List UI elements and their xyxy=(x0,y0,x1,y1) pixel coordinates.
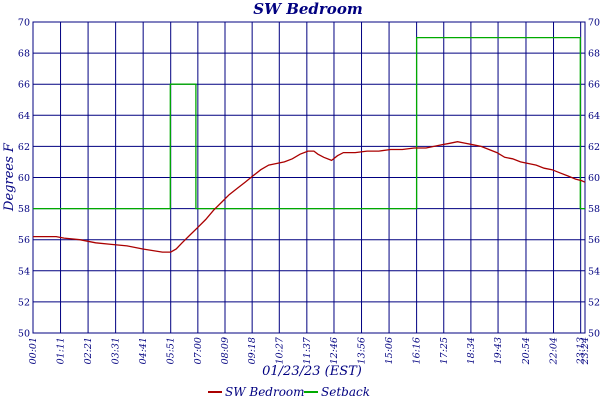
y-tick-label-right: 66 xyxy=(588,80,600,91)
x-tick-label: 01:11 xyxy=(56,337,67,364)
x-tick-label: 05:51 xyxy=(166,337,177,364)
y-tick-label-left: 50 xyxy=(18,329,30,340)
y-tick-label-left: 70 xyxy=(18,18,30,29)
y-tick-label-right: 58 xyxy=(588,204,600,215)
y-tick-label-left: 56 xyxy=(18,235,30,246)
y-tick-label-right: 60 xyxy=(588,173,600,184)
x-tick-label: 15:06 xyxy=(384,337,395,364)
x-tick-label: 12:46 xyxy=(329,337,340,364)
y-tick-label-right: 54 xyxy=(588,266,600,277)
x-tick-label: 20:54 xyxy=(521,337,532,365)
x-tick-label: 03:31 xyxy=(111,337,122,364)
x-tick-label: 07:00 xyxy=(193,337,204,364)
legend: SW Bedroom Setback xyxy=(208,385,370,399)
legend-label-sw-bedroom: SW Bedroom xyxy=(225,385,305,399)
x-tick-label: 10:27 xyxy=(274,336,285,364)
y-tick-label-left: 62 xyxy=(18,142,30,153)
y-tick-label-left: 64 xyxy=(18,111,30,122)
y-tick-label-right: 64 xyxy=(588,111,600,122)
y-tick-label-right: 68 xyxy=(588,49,600,60)
x-axis-label: 01/23/23 (EST) xyxy=(262,364,362,379)
legend-label-setback: Setback xyxy=(321,385,370,399)
y-tick-label-right: 52 xyxy=(588,297,600,308)
x-tick-label: 13:56 xyxy=(357,337,368,364)
x-tick-label: 00:01 xyxy=(28,337,39,364)
y-tick-label-right: 70 xyxy=(588,18,600,29)
y-axis-label: Degrees F xyxy=(2,142,17,212)
y-tick-label-left: 66 xyxy=(18,80,30,91)
y-tick-label-left: 54 xyxy=(18,266,30,277)
x-tick-label: 17:25 xyxy=(439,337,450,364)
x-tick-label: 08:09 xyxy=(220,337,231,364)
x-tick-labels: 00:01 01:11 02:21 03:31 04:41 05:51 07:00 08:09… xyxy=(28,336,591,365)
y-tick-labels-left: 50 52 54 56 58 60 62 64 66 68 70 xyxy=(18,18,30,340)
series-line-setback xyxy=(33,36,585,210)
grid-lines xyxy=(33,22,585,333)
y-tick-label-left: 60 xyxy=(18,173,30,184)
y-tick-label-right: 50 xyxy=(588,329,600,340)
series-line-sw-bedroom xyxy=(33,141,586,253)
y-tick-label-right: 56 xyxy=(588,235,600,246)
y-tick-label-left: 52 xyxy=(18,297,30,308)
x-tick-label: 22:04 xyxy=(549,337,560,365)
x-tick-label: 23:24 xyxy=(580,337,591,365)
series-lines xyxy=(33,36,586,253)
x-tick-label: 23:13 xyxy=(576,337,587,365)
x-tick-label: 09:18 xyxy=(247,337,258,364)
x-tick-label: 11:37 xyxy=(302,336,313,364)
x-tick-label: 04:41 xyxy=(138,337,149,364)
y-tick-label-left: 68 xyxy=(18,49,30,60)
chart-title: SW Bedroom xyxy=(253,0,362,18)
x-tick-label: 02:21 xyxy=(83,337,94,364)
x-tick-label: 18:34 xyxy=(466,337,477,364)
x-tick-label: 19:43 xyxy=(493,337,504,364)
y-tick-labels-right: 50 52 54 56 58 60 62 64 66 68 70 xyxy=(588,18,600,340)
y-tick-label-right: 62 xyxy=(588,142,600,153)
y-tick-label-left: 58 xyxy=(18,204,30,215)
x-tick-label: 16:16 xyxy=(412,337,423,364)
